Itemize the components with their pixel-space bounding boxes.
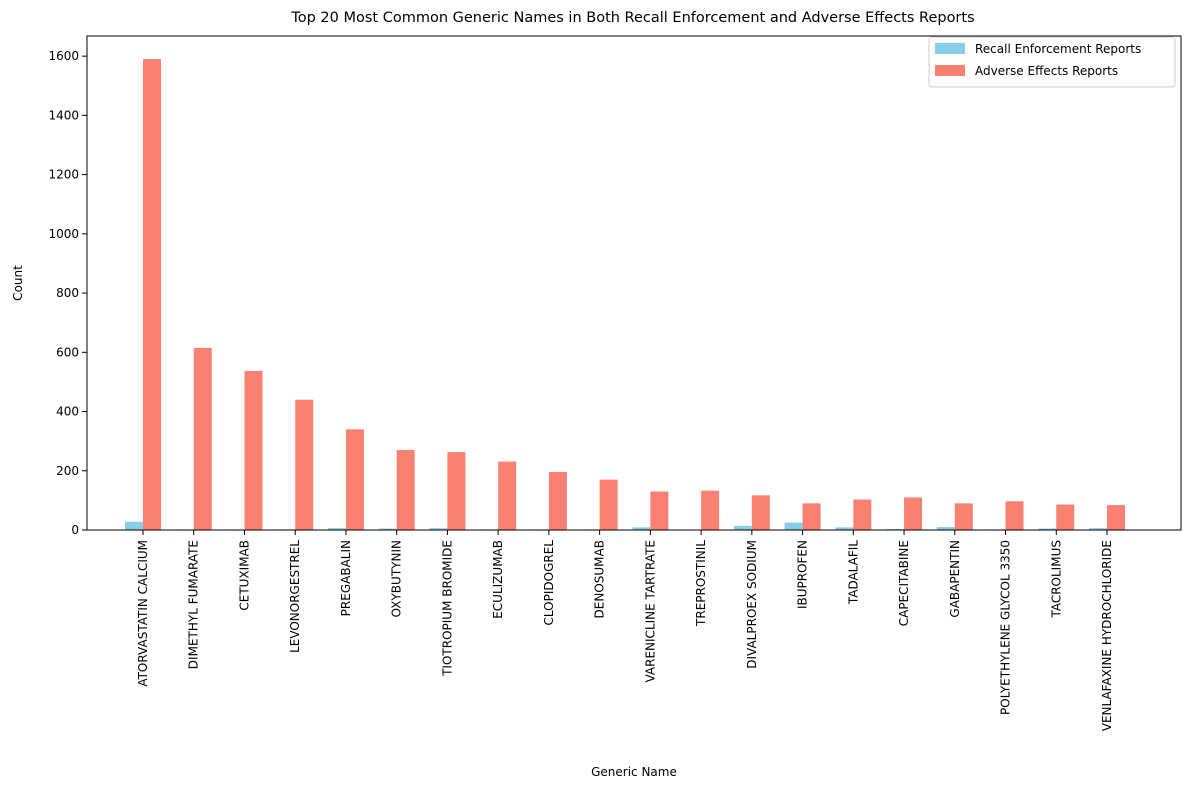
x-tick-label: TREPROSTINIL xyxy=(694,540,708,627)
adverse-bar xyxy=(244,371,262,530)
x-tick-label: TIOTROPIUM BROMIDE xyxy=(440,540,454,677)
adverse-bar xyxy=(853,500,871,531)
x-tick-label: VENLAFAXINE HYDROCHLORIDE xyxy=(1100,540,1114,731)
x-tick-label: VARENICLINE TARTRATE xyxy=(643,540,657,683)
adverse-bar xyxy=(143,59,161,530)
x-tick-label: TADALAFIL xyxy=(846,540,860,605)
chart-title: Top 20 Most Common Generic Names in Both… xyxy=(290,10,974,26)
y-tick-label: 400 xyxy=(56,405,79,419)
x-tick-label: CAPECITABINE xyxy=(897,540,911,626)
y-tick-label: 200 xyxy=(56,464,79,478)
adverse-bar xyxy=(397,450,415,530)
adverse-bar xyxy=(346,429,364,530)
adverse-bar xyxy=(904,497,922,530)
adverse-bar xyxy=(955,503,973,530)
adverse-bar xyxy=(295,400,313,530)
legend-label: Adverse Effects Reports xyxy=(975,64,1118,78)
recall-bar xyxy=(734,526,752,530)
x-tick-label: ATORVASTATIN CALCIUM xyxy=(136,540,150,687)
y-tick-label: 1400 xyxy=(48,108,79,122)
y-axis-label: Count xyxy=(11,265,25,301)
x-axis: ATORVASTATIN CALCIUM DIMETHYL FUMARATE CET… xyxy=(136,530,1114,731)
legend-swatch xyxy=(935,43,965,54)
adverse-bar xyxy=(600,480,618,530)
x-tick-label: PREGABALIN xyxy=(339,540,353,616)
x-tick-label: IBUPROFEN xyxy=(796,540,810,609)
recall-bar xyxy=(125,522,143,530)
adverse-bar xyxy=(194,348,212,530)
recall-bar xyxy=(785,523,803,530)
x-tick-label: CLOPIDOGREL xyxy=(542,540,556,626)
x-tick-label: LEVONORGESTREL xyxy=(288,540,302,653)
y-tick-label: 1000 xyxy=(48,227,79,241)
adverse-bar xyxy=(549,472,567,530)
y-tick-label: 1600 xyxy=(48,49,79,63)
x-tick-label: GABAPENTIN xyxy=(948,540,962,618)
adverse-bar xyxy=(447,452,465,530)
y-tick-label: 600 xyxy=(56,345,79,359)
legend-label: Recall Enforcement Reports xyxy=(975,42,1141,56)
adverse-bar xyxy=(1006,501,1024,530)
x-tick-label: DIMETHYL FUMARATE xyxy=(187,540,201,669)
y-tick-label: 0 xyxy=(71,523,79,537)
y-axis: 0 200 400 600 800 1000 1200 1400 1600 xyxy=(48,49,87,537)
adverse-bar xyxy=(650,492,668,531)
x-tick-label: ECULIZUMAB xyxy=(491,540,505,619)
y-tick-label: 800 xyxy=(56,286,79,300)
x-tick-label: OXYBUTYNIN xyxy=(390,540,404,617)
adverse-bar xyxy=(1107,505,1125,530)
x-tick-label: CETUXIMAB xyxy=(237,540,251,611)
adverse-bar xyxy=(803,503,821,530)
adverse-bar xyxy=(701,491,719,530)
adverse-bar xyxy=(752,495,770,530)
x-tick-label: POLYETHYLENE GLYCOL 3350 xyxy=(999,540,1013,715)
legend-swatch xyxy=(935,65,965,76)
x-axis-label: Generic Name xyxy=(591,765,677,779)
x-tick-label: DIVALPROEX SODIUM xyxy=(745,540,759,669)
adverse-bar xyxy=(498,462,516,530)
bars-layer xyxy=(125,59,1125,530)
legend: Recall Enforcement Reports Adverse Effect… xyxy=(929,37,1175,87)
x-tick-label: TACROLIMUS xyxy=(1049,540,1063,619)
adverse-bar xyxy=(1056,505,1074,530)
x-tick-label: DENOSUMAB xyxy=(593,540,607,618)
y-tick-label: 1200 xyxy=(48,168,79,182)
